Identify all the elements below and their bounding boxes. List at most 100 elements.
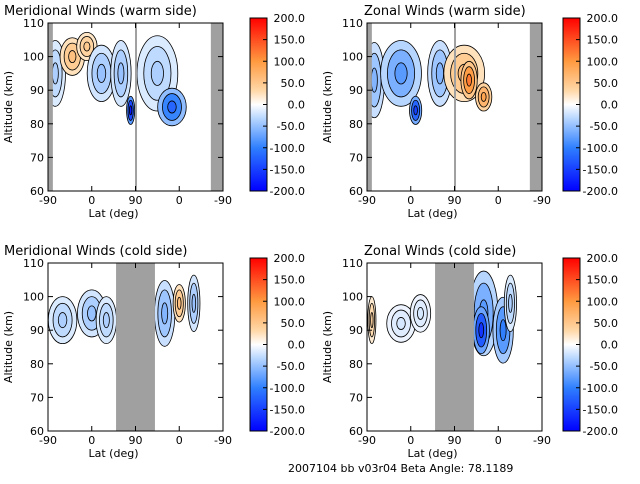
colorbar-tick-label: -150.0 bbox=[583, 163, 618, 176]
contour-core bbox=[499, 319, 507, 342]
colorbar-tick-label: -200.0 bbox=[583, 425, 618, 438]
contour-core bbox=[68, 50, 77, 64]
x-tick-label: 0 bbox=[407, 194, 414, 207]
y-tick-label: 80 bbox=[30, 118, 44, 131]
contour-core bbox=[150, 60, 164, 86]
x-tick-label: 90 bbox=[129, 434, 143, 447]
y-tick-label: 100 bbox=[23, 51, 44, 64]
chart-title: Zonal Winds (cold side) bbox=[364, 244, 516, 259]
no-data-band bbox=[48, 23, 53, 191]
contour-core bbox=[191, 293, 197, 313]
contour-core bbox=[370, 312, 374, 329]
no-data-band bbox=[454, 263, 474, 431]
contour-core bbox=[413, 105, 418, 116]
no-data-band bbox=[367, 23, 372, 191]
colorbar-tick-label: -150.0 bbox=[270, 403, 305, 416]
y-axis-label: Altitude (km) bbox=[321, 71, 334, 143]
contour-core bbox=[161, 302, 169, 325]
colorbar-tick-label: 100.0 bbox=[274, 55, 306, 68]
x-tick-label: -90 bbox=[358, 194, 376, 207]
colorbar-tick-label: 150.0 bbox=[587, 34, 619, 47]
contour-layer bbox=[48, 274, 201, 347]
x-tick-label: 90 bbox=[129, 194, 143, 207]
y-tick-label: 80 bbox=[349, 358, 363, 371]
colorbar-tick-label: 50.0 bbox=[594, 77, 619, 90]
y-tick-label: 110 bbox=[342, 17, 363, 30]
y-tick-label: 60 bbox=[349, 185, 363, 198]
chart-panel-4: Zonal Winds (cold side) 60 70 80 90 100 110 -90… bbox=[321, 244, 618, 460]
contour-core bbox=[96, 63, 107, 83]
colorbar-tick-label: 0.0 bbox=[601, 99, 619, 112]
x-tick-label: 0 bbox=[407, 434, 414, 447]
y-tick-label: 60 bbox=[30, 185, 44, 198]
colorbar-tick-label: 50.0 bbox=[281, 317, 306, 330]
colorbar-tick-label: 100.0 bbox=[274, 295, 306, 308]
y-tick-label: 70 bbox=[30, 151, 44, 164]
x-axis-label: Lat (deg) bbox=[408, 207, 458, 220]
contour-layer bbox=[367, 270, 517, 364]
contour-core bbox=[51, 62, 59, 85]
no-data-band bbox=[529, 23, 542, 191]
contour-core bbox=[129, 105, 133, 116]
contour-core bbox=[417, 306, 424, 320]
x-tick-label: 0 bbox=[176, 434, 183, 447]
colorbar-tick-label: -150.0 bbox=[583, 403, 618, 416]
colorbar-tick-label: 200.0 bbox=[274, 12, 306, 25]
x-tick-label: 90 bbox=[448, 194, 462, 207]
colorbar-tick-label: 100.0 bbox=[587, 55, 619, 68]
chart-title: Meridional Winds (cold side) bbox=[4, 244, 187, 259]
footer-caption: 2007104 bb v03r04 Beta Angle: 78.1189 bbox=[288, 462, 513, 475]
contour-core bbox=[478, 322, 485, 339]
y-tick-label: 100 bbox=[342, 291, 363, 304]
y-tick-label: 90 bbox=[349, 324, 363, 337]
chart-title: Zonal Winds (warm side) bbox=[364, 4, 526, 19]
y-tick-label: 110 bbox=[23, 257, 44, 270]
no-data-band bbox=[116, 263, 136, 431]
no-data-band bbox=[135, 23, 138, 191]
colorbar-tick-label: 100.0 bbox=[587, 295, 619, 308]
colorbar-tick-label: 50.0 bbox=[594, 317, 619, 330]
colorbar-tick-label: 200.0 bbox=[274, 252, 306, 265]
chart-title: Meridional Winds (warm side) bbox=[4, 4, 197, 19]
contour-core bbox=[177, 296, 182, 310]
colorbar-tick-label: -200.0 bbox=[270, 185, 305, 198]
contour-core bbox=[57, 312, 68, 329]
colorbar-tick-label: 150.0 bbox=[587, 274, 619, 287]
y-tick-label: 60 bbox=[349, 425, 363, 438]
colorbar-tick-label: -200.0 bbox=[270, 425, 305, 438]
y-tick-label: 70 bbox=[30, 391, 44, 404]
no-data-band bbox=[135, 263, 155, 431]
x-axis-label: Lat (deg) bbox=[89, 447, 139, 460]
contour-core bbox=[508, 293, 513, 313]
colorbar-tick-label: 50.0 bbox=[281, 77, 306, 90]
y-tick-label: 90 bbox=[30, 324, 44, 337]
y-tick-label: 60 bbox=[30, 425, 44, 438]
contour-core bbox=[480, 91, 487, 102]
x-tick-label: -90 bbox=[214, 434, 232, 447]
contour-core bbox=[167, 100, 177, 114]
no-data-band bbox=[454, 23, 457, 191]
x-tick-label: 0 bbox=[495, 194, 502, 207]
y-tick-label: 70 bbox=[349, 391, 363, 404]
y-tick-label: 100 bbox=[342, 51, 363, 64]
y-tick-label: 70 bbox=[349, 151, 363, 164]
x-tick-label: 0 bbox=[88, 194, 95, 207]
y-tick-label: 90 bbox=[30, 84, 44, 97]
colorbar-tick-label: -50.0 bbox=[590, 360, 618, 373]
y-tick-label: 100 bbox=[23, 291, 44, 304]
contour-core bbox=[87, 305, 97, 322]
x-tick-label: 0 bbox=[176, 194, 183, 207]
chart-panel-2: Zonal Winds (warm side) 60 70 80 90 100 110 -90… bbox=[321, 4, 618, 220]
colorbar-tick-label: 0.0 bbox=[288, 339, 306, 352]
colorbar-tick-label: -50.0 bbox=[590, 120, 618, 133]
contour-core bbox=[102, 312, 110, 329]
chart-panel-3: Meridional Winds (cold side) 60 70 80 90 100 1… bbox=[2, 244, 305, 460]
colorbar-tick-label: -100.0 bbox=[583, 142, 618, 155]
colorbar-tick-label: 200.0 bbox=[587, 252, 619, 265]
colorbar-tick-label: -100.0 bbox=[270, 142, 305, 155]
x-tick-label: -90 bbox=[358, 434, 376, 447]
x-tick-label: 0 bbox=[88, 434, 95, 447]
y-tick-label: 80 bbox=[349, 118, 363, 131]
y-axis-label: Altitude (km) bbox=[2, 71, 15, 143]
